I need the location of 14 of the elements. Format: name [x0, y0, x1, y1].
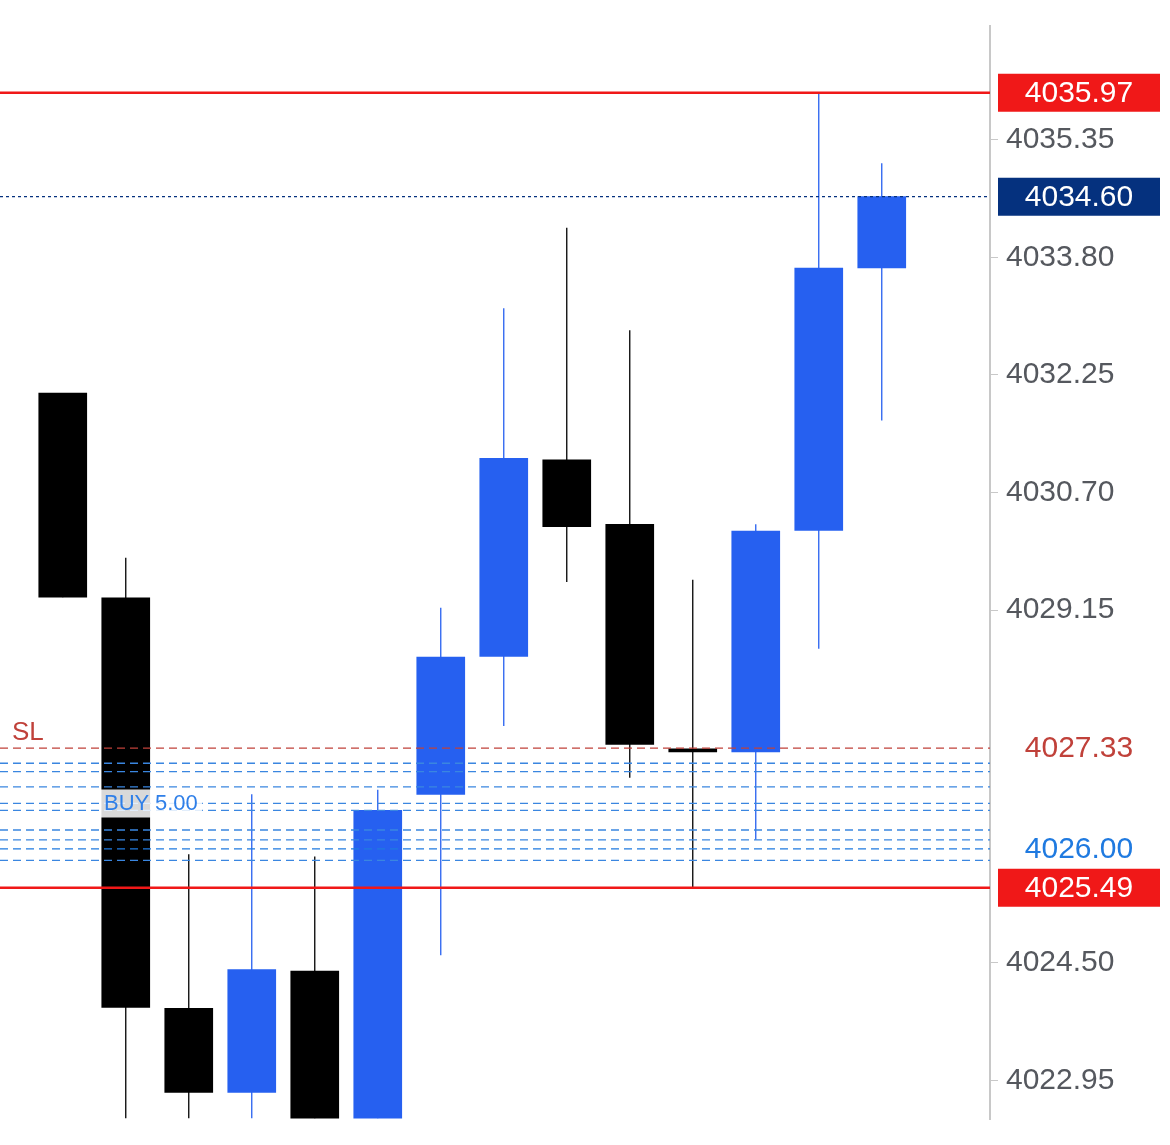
y-tick-label: 4022.95 [1006, 1061, 1115, 1095]
y-tick-label: 4024.50 [1006, 944, 1115, 978]
ref-line-label: 4027.33 [1024, 730, 1134, 764]
ref-line-label: 4026.00 [1024, 831, 1134, 865]
y-tick-label: 4029.15 [1006, 591, 1115, 625]
annotation: SL [12, 716, 44, 747]
y-tick-label: 4033.80 [1006, 238, 1115, 272]
ref-line-label: 4035.97 [1024, 75, 1134, 109]
ref-line-label: 4025.49 [1024, 869, 1134, 903]
ref-line-label: 4034.60 [1024, 178, 1134, 212]
y-tick-label: 4032.25 [1006, 356, 1115, 390]
y-tick-label: 4030.70 [1006, 473, 1115, 507]
annotation: BUY 5.00 [104, 789, 198, 815]
y-tick-label: 4035.35 [1006, 121, 1115, 155]
